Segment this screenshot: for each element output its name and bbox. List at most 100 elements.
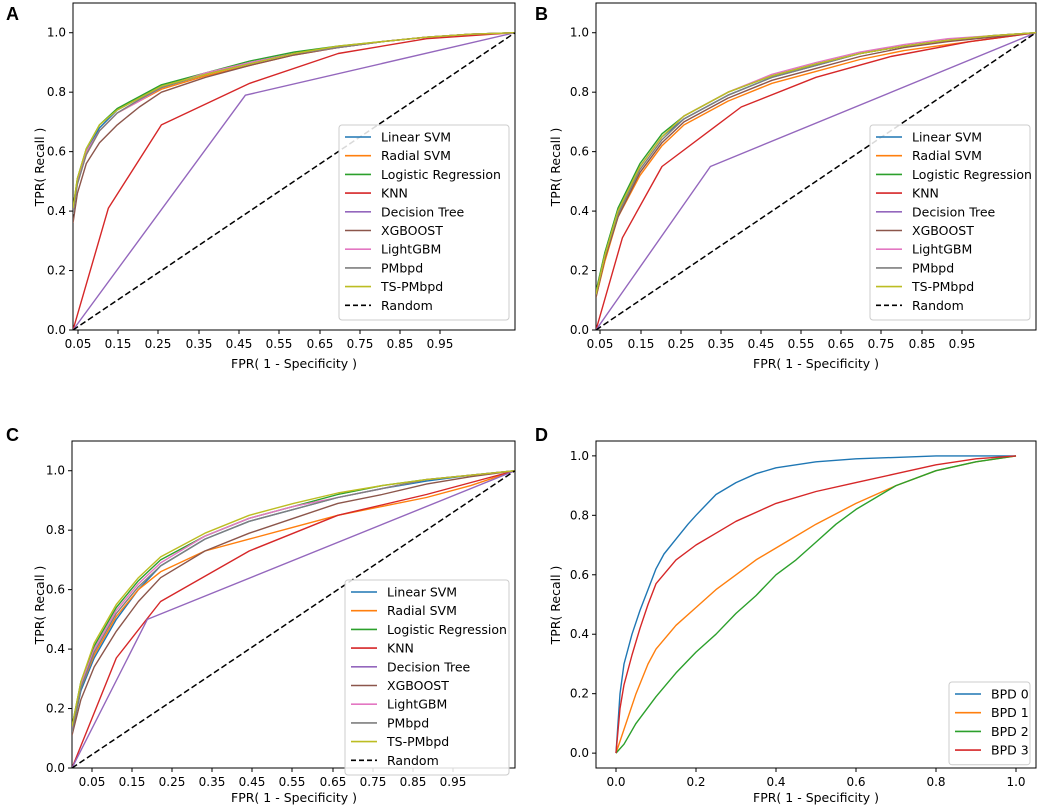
legend-entry: TS-PMbpd <box>380 279 443 294</box>
legend-box <box>344 579 510 776</box>
series-line <box>596 32 1036 330</box>
legend-entry: Radial SVM <box>912 148 982 163</box>
legend: Linear SVM Radial SVM Logistic Regression K… <box>869 124 1032 321</box>
y-axis-label: TPR( Recall ) <box>548 128 563 208</box>
y-tick-label: 0.0 <box>570 323 589 337</box>
panel-label: B <box>535 4 548 24</box>
legend-entry: LightGBM <box>387 697 447 712</box>
series-line <box>72 470 515 768</box>
x-tick-label: 0.0 <box>606 775 625 789</box>
x-tick-label: 0.65 <box>307 337 334 351</box>
legend-entry: Radial SVM <box>381 148 451 163</box>
legend-entry: Radial SVM <box>387 603 457 618</box>
y-tick-label: 0.6 <box>570 145 589 159</box>
x-tick-label: 0.35 <box>708 337 735 351</box>
series-line <box>72 470 515 768</box>
legend-entry: Logistic Regression <box>381 167 501 182</box>
legend-entry: TS-PMbpd <box>386 734 449 749</box>
panel-C: C 0.0 0.2 0.4 0.6 0.8 1.0 0.05 0.15 0.25 0.35 0.45 0… <box>6 425 516 805</box>
series-line <box>615 455 1017 754</box>
y-axis-label: TPR( Recall ) <box>548 566 563 646</box>
x-tick-label: 0.45 <box>748 337 775 351</box>
series-line <box>73 32 515 330</box>
x-axis-label: FPR( 1 - Specificity ) <box>753 356 879 371</box>
y-tick-label: 0.4 <box>47 204 66 218</box>
legend-entry: Logistic Regression <box>912 167 1032 182</box>
legend-entry: KNN <box>912 186 939 201</box>
x-tick-label: 0.85 <box>387 337 414 351</box>
series-line <box>596 32 1036 298</box>
legend-entry: BPD 1 <box>991 705 1029 720</box>
y-axis-label: TPR( Recall ) <box>32 128 47 208</box>
x-tick-label: 0.25 <box>159 775 186 789</box>
legend-box <box>338 124 510 321</box>
y-tick-label: 0.8 <box>570 85 589 99</box>
panel-D: D 0.0 0.2 0.4 0.6 0.8 1.0 0.0 0.2 0.4 0.6 0.8 1.0 FPR… <box>535 425 1037 805</box>
series-line <box>615 455 1017 754</box>
x-tick-label: 0.75 <box>347 337 374 351</box>
legend-box <box>948 681 1031 766</box>
series-line <box>72 470 515 736</box>
x-tick-label: 0.05 <box>65 337 92 351</box>
x-tick-label: 0.15 <box>628 337 655 351</box>
legend-entry: Logistic Regression <box>387 622 507 637</box>
x-axis-label: FPR( 1 - Specificity ) <box>231 356 357 371</box>
series-line <box>73 32 515 330</box>
y-tick-label: 0.8 <box>46 523 65 537</box>
panel-B: B 0.0 0.2 0.4 0.6 0.8 1.0 0.05 0.15 0.25 0.35 0.45 0… <box>535 2 1037 371</box>
legend-entry: TS-PMbpd <box>911 279 974 294</box>
x-tick-label: 0.8 <box>926 775 945 789</box>
series-group <box>72 470 515 768</box>
panel-label: A <box>6 4 19 24</box>
x-tick-label: 0.4 <box>766 775 785 789</box>
legend-entry: Random <box>912 298 964 313</box>
legend-entry: Decision Tree <box>387 659 471 674</box>
x-tick-label: 0.6 <box>846 775 865 789</box>
legend-entry: BPD 3 <box>991 743 1029 758</box>
x-tick-label: 0.35 <box>199 775 226 789</box>
x-tick-label: 0.45 <box>239 775 266 789</box>
legend-entry: BPD 2 <box>991 724 1029 739</box>
series-line <box>73 32 515 209</box>
series-line <box>596 32 1036 295</box>
legend-entry: KNN <box>387 641 414 656</box>
x-tick-label: 0.05 <box>79 775 106 789</box>
legend-entry: Random <box>381 298 433 313</box>
legend: Linear SVM Radial SVM Logistic Regression K… <box>338 124 510 321</box>
x-tick-label: 0.75 <box>360 775 387 789</box>
x-tick-label: 0.65 <box>828 337 855 351</box>
legend-entry: XGBOOST <box>381 223 443 238</box>
y-tick-label: 0.0 <box>46 761 65 775</box>
x-axis-label: FPR( 1 - Specificity ) <box>753 790 879 805</box>
x-tick-label: 0.55 <box>279 775 306 789</box>
x-tick-label: 0.25 <box>668 337 695 351</box>
x-tick-label: 0.55 <box>788 337 815 351</box>
y-tick-label: 1.0 <box>47 26 66 40</box>
legend-entry: PMbpd <box>912 260 954 275</box>
legend-entry: XGBOOST <box>387 678 449 693</box>
x-tick-label: 0.25 <box>145 337 172 351</box>
x-tick-label: 0.05 <box>587 337 614 351</box>
y-tick-label: 0.2 <box>570 687 589 701</box>
series-group <box>615 455 1017 754</box>
panel-label: D <box>535 425 548 445</box>
panel-label: C <box>6 425 19 445</box>
x-tick-label: 0.95 <box>949 337 976 351</box>
x-tick-label: 0.95 <box>440 775 467 789</box>
y-tick-label: 0.4 <box>570 204 589 218</box>
legend-box <box>869 124 1031 321</box>
y-tick-label: 0.6 <box>47 145 66 159</box>
legend-entry: Linear SVM <box>381 130 451 145</box>
series-line <box>72 470 515 727</box>
legend-entry: LightGBM <box>912 242 972 257</box>
x-tick-label: 0.35 <box>186 337 213 351</box>
y-tick-label: 0.6 <box>570 568 589 582</box>
series-line <box>615 455 1016 754</box>
y-axis-label: TPR( Recall ) <box>32 566 47 646</box>
y-tick-label: 0.6 <box>46 583 65 597</box>
series-line <box>73 32 515 330</box>
series-group <box>596 32 1036 330</box>
x-tick-label: 0.95 <box>427 337 454 351</box>
legend-entry: KNN <box>381 186 408 201</box>
y-tick-label: 1.0 <box>570 449 589 463</box>
